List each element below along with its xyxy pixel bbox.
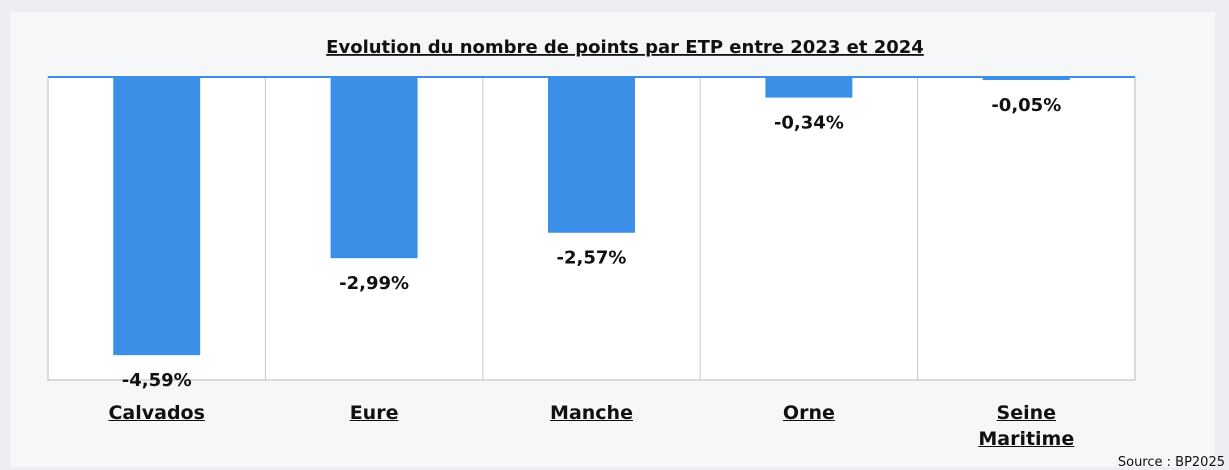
value-label: -2,99% (339, 273, 409, 294)
x-tick-label: Seine Maritime (978, 402, 1075, 450)
value-label: -4,59% (122, 370, 192, 391)
x-tick-label: Manche (550, 402, 633, 424)
bar (982, 77, 1070, 81)
x-tick-label: Orne (782, 402, 835, 424)
value-label: -0,05% (991, 95, 1061, 116)
bar (113, 77, 201, 356)
value-label: -2,57% (557, 248, 627, 269)
bar (765, 77, 853, 98)
x-tick-label: Calvados (108, 402, 205, 424)
x-tick-label: Eure (349, 402, 399, 424)
bar (548, 77, 635, 233)
bar (330, 77, 418, 259)
source-note: Source : BP2025 (1117, 455, 1225, 470)
value-label: -0,34% (774, 113, 844, 134)
chart-title: Evolution du nombre de points par ETP en… (326, 37, 924, 58)
